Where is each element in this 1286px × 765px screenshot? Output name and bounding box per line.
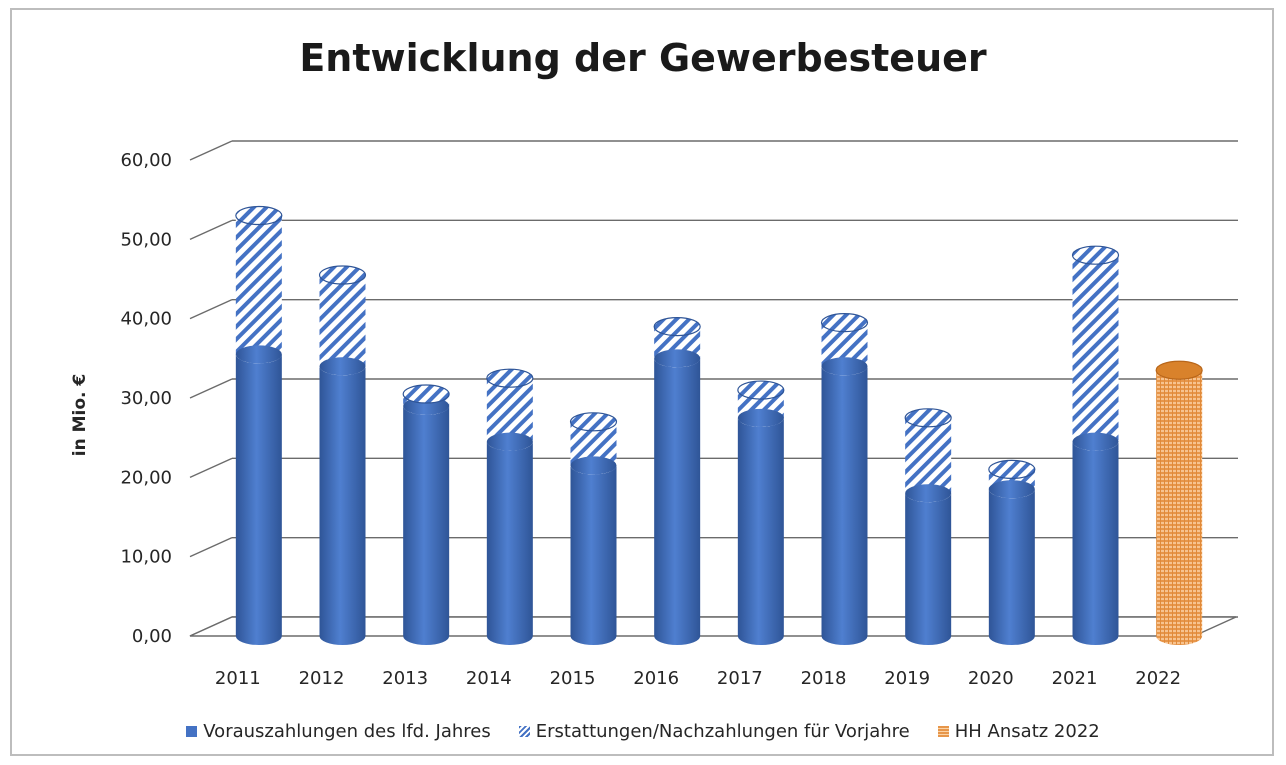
- y-tick-label: 10,00: [120, 547, 172, 568]
- bar-top-cap: [653, 317, 701, 337]
- bar-segment-boundary: [235, 345, 282, 364]
- bar-segment-boundary: [486, 432, 533, 451]
- y-tick-label: 0,00: [132, 626, 172, 647]
- bar-erstattungen: [905, 417, 952, 503]
- x-tick-label: 2017: [717, 668, 763, 689]
- legend-item-hh-ansatz: HH Ansatz 2022: [937, 720, 1100, 742]
- bar-top-cap: [1071, 245, 1120, 265]
- bar-top-cap: [235, 205, 283, 226]
- legend-label-vorauszahlungen: Vorauszahlungen des lfd. Jahres: [203, 720, 491, 742]
- bar-hh-ansatz: [1156, 370, 1203, 645]
- bar-vorauszahlungen: [319, 366, 366, 645]
- bar-hh-ansatz-body: [1156, 370, 1203, 645]
- y-axis-label: in Mio. €: [70, 374, 90, 456]
- legend-swatch-hatch: [518, 725, 530, 737]
- bar-vorauszahlungen: [486, 441, 533, 645]
- bar-vorauszahlungen: [235, 354, 282, 645]
- bar-vorauszahlungen: [654, 358, 701, 645]
- bar-vorauszahlungen-body: [570, 465, 617, 645]
- bar-vorauszahlungen-body: [1072, 441, 1119, 645]
- x-tick-label: 2016: [633, 668, 679, 689]
- chart-title: Entwicklung der Gewerbesteuer: [299, 36, 987, 80]
- legend-swatch-orange: [937, 725, 949, 737]
- gridline-diagonal: [189, 537, 233, 558]
- bar-erstattungen-body: [1072, 255, 1119, 451]
- bar-top-cap: [318, 265, 367, 285]
- bar-top-cap: [486, 368, 534, 388]
- bar-vorauszahlungen-body: [235, 354, 282, 645]
- legend-item-vorauszahlungen: Vorauszahlungen des lfd. Jahres: [186, 721, 491, 742]
- y-tick-label: 40,00: [120, 309, 172, 330]
- bar-top-cap: [1155, 360, 1203, 380]
- bar-top-cap: [402, 384, 450, 404]
- legend-label-erstattungen: Erstattungen/Nachzahlungen für Vorjahre: [535, 720, 910, 742]
- bar-vorauszahlungen: [988, 489, 1035, 646]
- bar-vorauszahlungen: [737, 417, 784, 645]
- bar-erstattungen-body: [319, 275, 366, 376]
- x-tick-label: 2011: [215, 668, 261, 689]
- bar-erstattungen-body: [486, 378, 533, 451]
- bar-vorauszahlungen: [1072, 441, 1119, 645]
- x-tick-label: 2021: [1052, 668, 1098, 689]
- bar-top-cap: [569, 412, 618, 432]
- legend: Vorauszahlungen des lfd. Jahres Erstattu…: [0, 717, 1286, 745]
- y-tick-label: 50,00: [120, 229, 172, 250]
- x-tick-label: 2012: [299, 668, 345, 689]
- x-tick-label: 2014: [466, 668, 512, 689]
- legend-swatch-blue: [186, 725, 198, 737]
- bar-segment-boundary: [1072, 432, 1119, 451]
- bar-segment-boundary: [988, 480, 1035, 499]
- bar-segment-boundary: [821, 357, 868, 376]
- bar-erstattungen: [1072, 255, 1119, 451]
- bar-erstattungen: [319, 275, 366, 376]
- bar-segment-boundary: [654, 349, 701, 368]
- bar-top-cap: [988, 459, 1036, 479]
- legend-item-erstattungen: Erstattungen/Nachzahlungen für Vorjahre: [518, 720, 910, 742]
- x-tick-label: 2022: [1135, 668, 1181, 689]
- bar-vorauszahlungen: [570, 465, 617, 645]
- gridline-diagonal: [189, 457, 233, 478]
- gridline-diagonal: [189, 219, 233, 240]
- bar-segment-boundary: [570, 456, 617, 475]
- bar-vorauszahlungen-body: [988, 489, 1035, 646]
- bar-vorauszahlungen-body: [737, 417, 784, 645]
- y-tick-label: 20,00: [120, 467, 172, 488]
- gridline-diagonal: [189, 299, 233, 320]
- bar-erstattungen: [235, 215, 282, 364]
- gridline-diagonal: [189, 378, 233, 399]
- y-tick-label: 30,00: [120, 388, 172, 409]
- bar-segment-boundary: [905, 484, 952, 503]
- x-tick-label: 2013: [382, 668, 428, 689]
- bar-vorauszahlungen-body: [654, 358, 701, 645]
- bar-vorauszahlungen: [821, 366, 868, 645]
- bar-vorauszahlungen: [905, 493, 952, 645]
- bar-vorauszahlungen-body: [319, 366, 366, 645]
- bar-top-cap: [820, 313, 869, 333]
- bar-vorauszahlungen: [403, 405, 450, 645]
- x-tick-label: 2019: [884, 668, 930, 689]
- legend-label-hh-ansatz: HH Ansatz 2022: [954, 720, 1100, 742]
- bar-vorauszahlungen-body: [905, 493, 952, 645]
- x-tick-label: 2018: [801, 668, 847, 689]
- bar-vorauszahlungen-body: [486, 441, 533, 645]
- y-tick-label: 60,00: [120, 150, 172, 171]
- bar-erstattungen-body: [235, 215, 282, 364]
- bar-erstattungen-body: [905, 417, 952, 503]
- gridline-diagonal: [189, 140, 233, 161]
- bar-vorauszahlungen-body: [403, 405, 450, 645]
- bar-top-cap: [904, 408, 952, 428]
- bar-segment-boundary: [319, 357, 366, 376]
- x-tick-label: 2020: [968, 668, 1014, 689]
- bar-erstattungen: [486, 378, 533, 451]
- bar-top-cap: [737, 380, 785, 400]
- bar-segment-boundary: [737, 408, 784, 427]
- bar-vorauszahlungen-body: [821, 366, 868, 645]
- x-tick-label: 2015: [550, 668, 596, 689]
